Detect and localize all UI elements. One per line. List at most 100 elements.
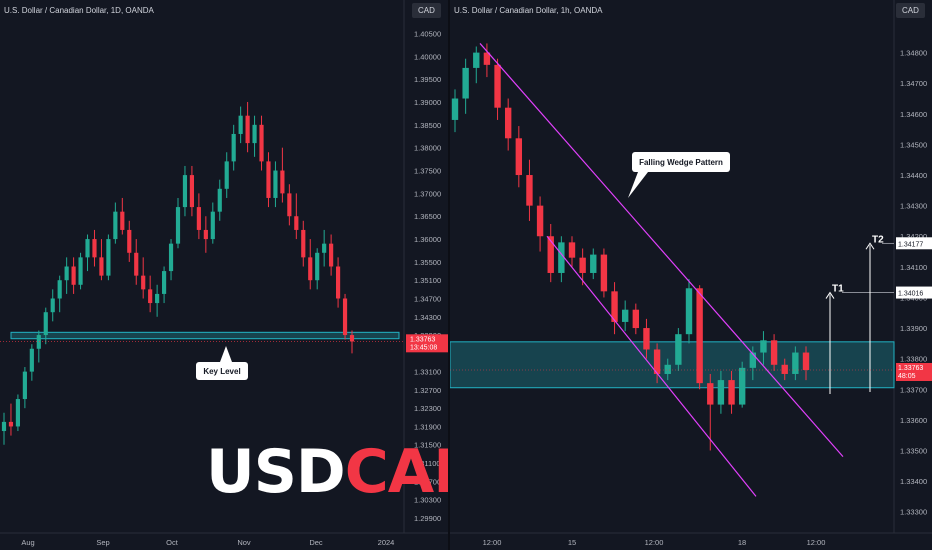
price-tick-label: 1.38000	[414, 144, 441, 153]
candle-body	[653, 349, 661, 374]
candle-body	[494, 64, 501, 108]
candle-body	[749, 352, 757, 368]
price-tag-right	[896, 362, 932, 381]
candle-body	[78, 257, 83, 285]
daily-chart-pane[interactable]: 1.40500 1.40000 1.39500 1.39000 1.38500 1.380…	[0, 0, 483, 550]
price-tick-label: 1.34600	[900, 110, 927, 119]
candle-body	[71, 266, 76, 285]
candle-body	[685, 288, 693, 335]
candle-body	[175, 207, 181, 244]
candle-body	[161, 271, 167, 294]
time-tick-label: Dec	[309, 538, 323, 547]
time-tick-label: 12:00	[807, 538, 826, 547]
brand-logo: USDCAD	[206, 437, 483, 507]
candle-body	[473, 52, 480, 68]
price-tick-label: 1.30300	[414, 496, 441, 505]
price-tag-right-countdown: 48:05	[898, 373, 916, 380]
candle-body	[168, 243, 174, 272]
price-tick-label: 1.34100	[900, 263, 927, 272]
pane-divider[interactable]	[448, 0, 450, 550]
wedge-label: Falling Wedge Pattern	[639, 158, 723, 167]
daily-chart-title: U.S. Dollar / Canadian Dollar, 1D, OANDA	[4, 6, 154, 15]
price-tick-label: 1.35500	[414, 258, 441, 267]
daily-chart-canvas[interactable]: 1.40500 1.40000 1.39500 1.39000 1.38500 1.380…	[0, 0, 448, 550]
candle-body	[515, 138, 523, 176]
time-tick-label: Sep	[96, 538, 109, 547]
candle-body	[526, 175, 533, 206]
candle-body	[273, 170, 278, 198]
price-tick-label: 1.34700	[900, 79, 927, 88]
price-tick-label: 1.39500	[414, 75, 441, 84]
key-level-label: Key Level	[203, 367, 240, 376]
candle-body	[182, 175, 188, 208]
candle-body	[148, 289, 153, 304]
key-level-zone	[10, 331, 400, 340]
candle-body	[792, 352, 799, 374]
price-tick-label: 1.32300	[414, 404, 441, 413]
candle-body	[85, 239, 90, 258]
price-tick-label: 1.36000	[414, 235, 441, 244]
candle-body	[802, 352, 810, 370]
wedge-callout-pointer	[628, 172, 648, 198]
brand-text-usd: USD	[206, 437, 346, 507]
candle-body	[92, 239, 97, 258]
price-tick-label: 1.37500	[414, 167, 441, 176]
price-tick-label: 1.30700	[414, 477, 441, 486]
time-tick-label: Oct	[166, 538, 179, 547]
candle-body	[643, 328, 650, 350]
candle-body	[155, 293, 160, 304]
price-tick-label: 1.34300	[414, 313, 441, 322]
candle-body	[568, 242, 576, 258]
candle-body	[57, 280, 62, 299]
price-tick-label: 1.33400	[900, 477, 927, 486]
candle-body	[231, 133, 236, 162]
key-level-callout-pointer	[220, 346, 232, 362]
candle-body	[22, 371, 27, 400]
hourly-chart-pane[interactable]: 1.34800 1.34700 1.34600 1.34500 1.34400 1.343…	[450, 0, 932, 550]
price-tick-label: 1.35100	[414, 276, 441, 285]
candle-body	[738, 367, 746, 405]
currency-label-left[interactable]: CAD	[412, 3, 441, 18]
candle-body	[632, 309, 640, 329]
candle-body	[113, 211, 118, 240]
price-tick-label: 1.34400	[900, 171, 927, 180]
price-tick-label: 1.40000	[414, 52, 441, 61]
price-tag-left	[406, 334, 448, 353]
candle-body	[127, 229, 132, 253]
t1-price-tag	[896, 286, 932, 299]
candle-body	[451, 98, 459, 120]
candle-body	[15, 399, 21, 427]
candle-body	[287, 193, 292, 217]
candle-body	[301, 229, 306, 258]
hourly-chart-canvas[interactable]: 1.34800 1.34700 1.34600 1.34500 1.34400 1.343…	[450, 0, 932, 550]
price-tick-label: 1.31100	[414, 459, 441, 468]
wedge-upper-line	[479, 43, 844, 458]
candle-body	[134, 252, 139, 276]
candle-body	[217, 188, 222, 212]
price-tick-label: 1.34700	[414, 294, 441, 303]
price-tick-label: 1.33600	[900, 416, 927, 425]
price-tick-label: 1.39000	[414, 98, 441, 107]
price-tick-label: 1.33800	[900, 355, 927, 364]
candle-body	[259, 124, 264, 162]
candle-body	[315, 252, 320, 281]
price-tick-label: 1.37000	[414, 189, 441, 198]
price-tick-label: 1.34300	[900, 202, 927, 211]
price-tick-label: 1.33100	[414, 368, 441, 377]
candle-body	[36, 335, 41, 349]
t1-price-tag-value: 1.34016	[898, 291, 923, 298]
price-tick-label: 1.31900	[414, 422, 441, 431]
retest-zone	[450, 341, 895, 389]
candle-body	[781, 364, 788, 374]
candle-body	[621, 309, 629, 322]
candle-body	[238, 115, 243, 134]
candle-body	[335, 266, 341, 299]
currency-label-right[interactable]: CAD	[896, 3, 925, 18]
price-tick-label: 1.34500	[900, 140, 927, 149]
time-tick-label: 18	[738, 538, 746, 547]
candle-body	[322, 243, 327, 253]
candle-body	[308, 257, 313, 281]
candle-body	[106, 239, 111, 276]
candle-body	[600, 254, 608, 292]
price-tag-left-countdown: 13:45:08	[410, 344, 437, 351]
